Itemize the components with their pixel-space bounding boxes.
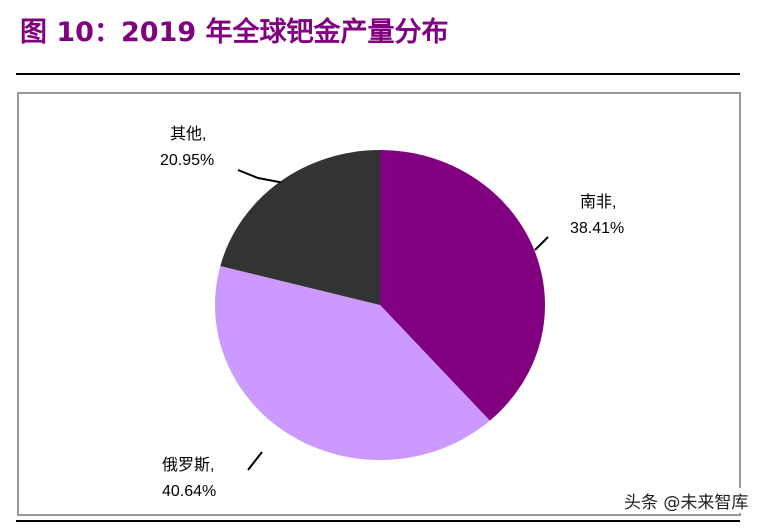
title-rule bbox=[16, 73, 740, 75]
figure-title: 图 10：2019 年全球钯金产量分布 bbox=[20, 17, 449, 48]
pie-slice bbox=[220, 150, 380, 305]
slice-value-label: 20.95% bbox=[160, 152, 214, 169]
pie-slice bbox=[214, 265, 490, 461]
slice-value-label: 38.41% bbox=[570, 220, 624, 237]
leader-line bbox=[237, 169, 282, 184]
chart-frame bbox=[17, 92, 741, 516]
slice-label: 南非, bbox=[580, 193, 616, 211]
leader-line bbox=[534, 236, 549, 251]
bottom-rule bbox=[16, 520, 740, 522]
slice-label: 其他, bbox=[170, 125, 206, 143]
leader-line bbox=[247, 451, 263, 471]
pie-slice bbox=[380, 150, 546, 421]
slice-value-label: 40.64% bbox=[162, 483, 216, 500]
watermark: 头条 @未来智库 bbox=[622, 488, 751, 513]
slice-label: 俄罗斯, bbox=[162, 456, 214, 474]
